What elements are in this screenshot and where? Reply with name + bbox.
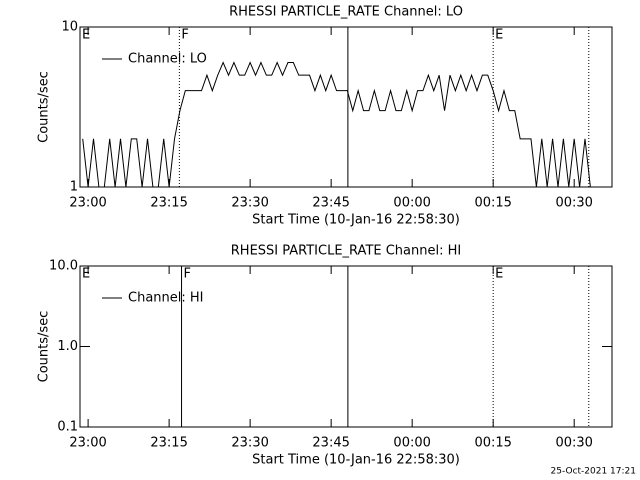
y-tick-label: 10 [61, 20, 78, 35]
y-tick-label: 1.0 [57, 339, 78, 354]
x-tick-label: 00:00 [393, 436, 430, 451]
event-label: E [495, 267, 503, 282]
legend-label: Channel: LO [128, 52, 207, 67]
x-axis-label: Start Time (10-Jan-16 22:58:30) [252, 213, 460, 228]
x-tick-label: 23:30 [231, 196, 268, 211]
x-tick-label: 00:30 [555, 436, 592, 451]
plot-frame [79, 26, 613, 188]
x-axis-label: Start Time (10-Jan-16 22:58:30) [252, 453, 460, 468]
x-tick-label: 23:00 [69, 436, 106, 451]
x-tick-label: 23:45 [312, 436, 349, 451]
y-tick-label: 10.0 [49, 259, 78, 274]
x-tick-label: 23:15 [150, 196, 187, 211]
y-axis-label: Counts/sec [37, 311, 52, 383]
x-tick-label: 00:30 [555, 196, 592, 211]
chart-title: RHESSI PARTICLE_RATE Channel: HI [231, 244, 461, 259]
x-tick-label: 00:15 [474, 196, 511, 211]
legend-label: Channel: HI [128, 291, 204, 306]
data-line [82, 61, 591, 188]
x-tick-label: 00:15 [474, 436, 511, 451]
x-tick-label: 23:30 [231, 436, 268, 451]
event-label: E [82, 28, 90, 43]
footer-date: 25-Oct-2021 17:21 [551, 467, 636, 477]
x-tick-label: 00:00 [393, 196, 430, 211]
y-axis-label: Counts/sec [37, 71, 52, 143]
x-tick-label: 23:15 [150, 436, 187, 451]
x-tick-label: 23:45 [312, 196, 349, 211]
chart-title: RHESSI PARTICLE_RATE Channel: LO [229, 5, 463, 20]
event-label: F [181, 28, 188, 43]
event-label: F [184, 267, 191, 282]
y-tick-label: 1 [70, 180, 78, 195]
x-tick-label: 23:00 [69, 196, 106, 211]
event-label: E [495, 28, 503, 43]
event-label: E [82, 267, 90, 282]
y-tick-label: 0.1 [57, 420, 78, 435]
